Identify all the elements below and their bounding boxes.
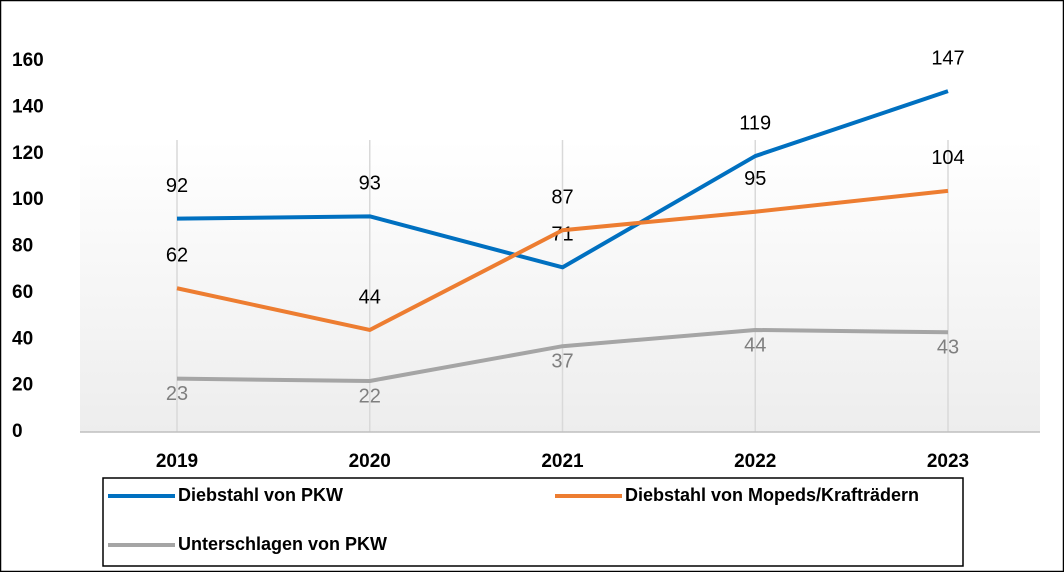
plot-background — [80, 140, 1040, 432]
x-tick-label: 2022 — [734, 451, 776, 472]
series-line — [176, 89, 949, 270]
y-tick-label: 140 — [12, 96, 44, 117]
legend-label: Unterschlagen von PKW — [178, 534, 387, 554]
data-label: 147 — [931, 47, 964, 69]
y-tick-label: 160 — [12, 50, 44, 71]
y-tick-label: 60 — [12, 282, 33, 303]
y-tick-label: 20 — [12, 375, 33, 396]
data-label: 44 — [744, 334, 766, 356]
x-tick-label: 2023 — [927, 451, 969, 472]
data-label: 87 — [551, 187, 573, 209]
legend-box — [102, 477, 964, 567]
y-tick-label: 100 — [12, 189, 44, 210]
x-tick-label: 2021 — [541, 451, 584, 472]
data-label: 37 — [551, 350, 573, 372]
series-line — [176, 188, 949, 332]
x-tick-label: 2019 — [156, 451, 198, 472]
data-label: 43 — [937, 337, 959, 359]
legend-label: Diebstahl von Mopeds/Krafträdern — [625, 485, 919, 505]
x-tick-label: 2020 — [349, 451, 391, 472]
y-tick-label: 120 — [12, 143, 44, 164]
data-label: 119 — [739, 112, 771, 134]
data-label: 22 — [359, 385, 381, 407]
data-label: 23 — [166, 383, 188, 405]
y-tick-label: 80 — [12, 236, 33, 257]
data-label: 104 — [931, 147, 964, 169]
y-tick-label: 0 — [12, 421, 23, 442]
y-tick-label: 40 — [12, 328, 33, 349]
data-label: 93 — [359, 173, 381, 195]
series-line — [176, 327, 949, 383]
data-label: 62 — [166, 245, 188, 267]
data-label: 92 — [166, 175, 188, 197]
data-label: 95 — [744, 168, 766, 190]
data-label: 44 — [359, 286, 381, 308]
legend-label: Diebstahl von PKW — [178, 485, 343, 505]
